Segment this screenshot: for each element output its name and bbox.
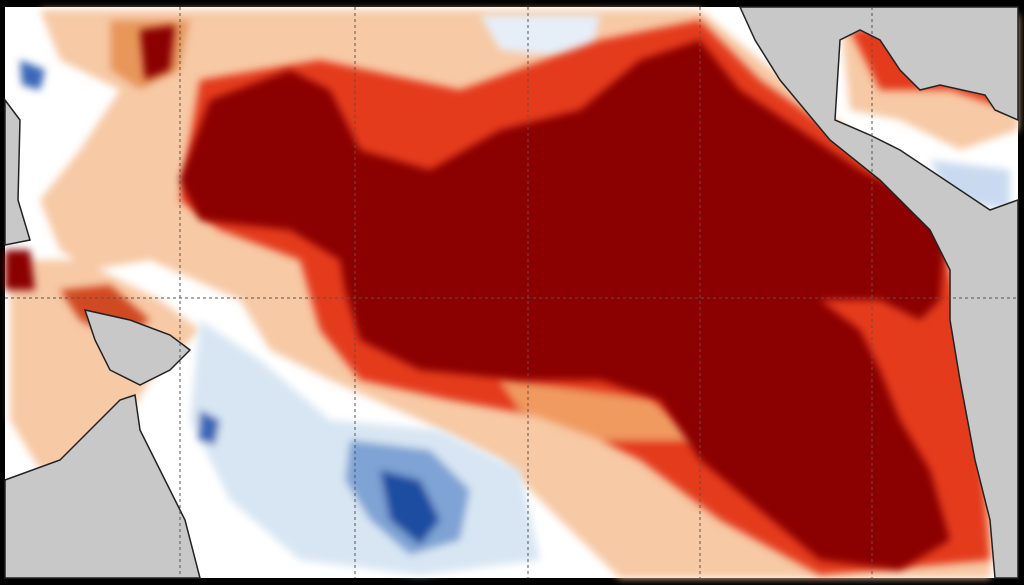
australia: [4, 394, 201, 579]
map-area: [4, 6, 1019, 579]
graticule: [5, 7, 1018, 578]
americas: [738, 6, 1019, 579]
land: [4, 6, 1019, 579]
new-guinea: [83, 308, 192, 386]
philippines: [4, 97, 31, 246]
